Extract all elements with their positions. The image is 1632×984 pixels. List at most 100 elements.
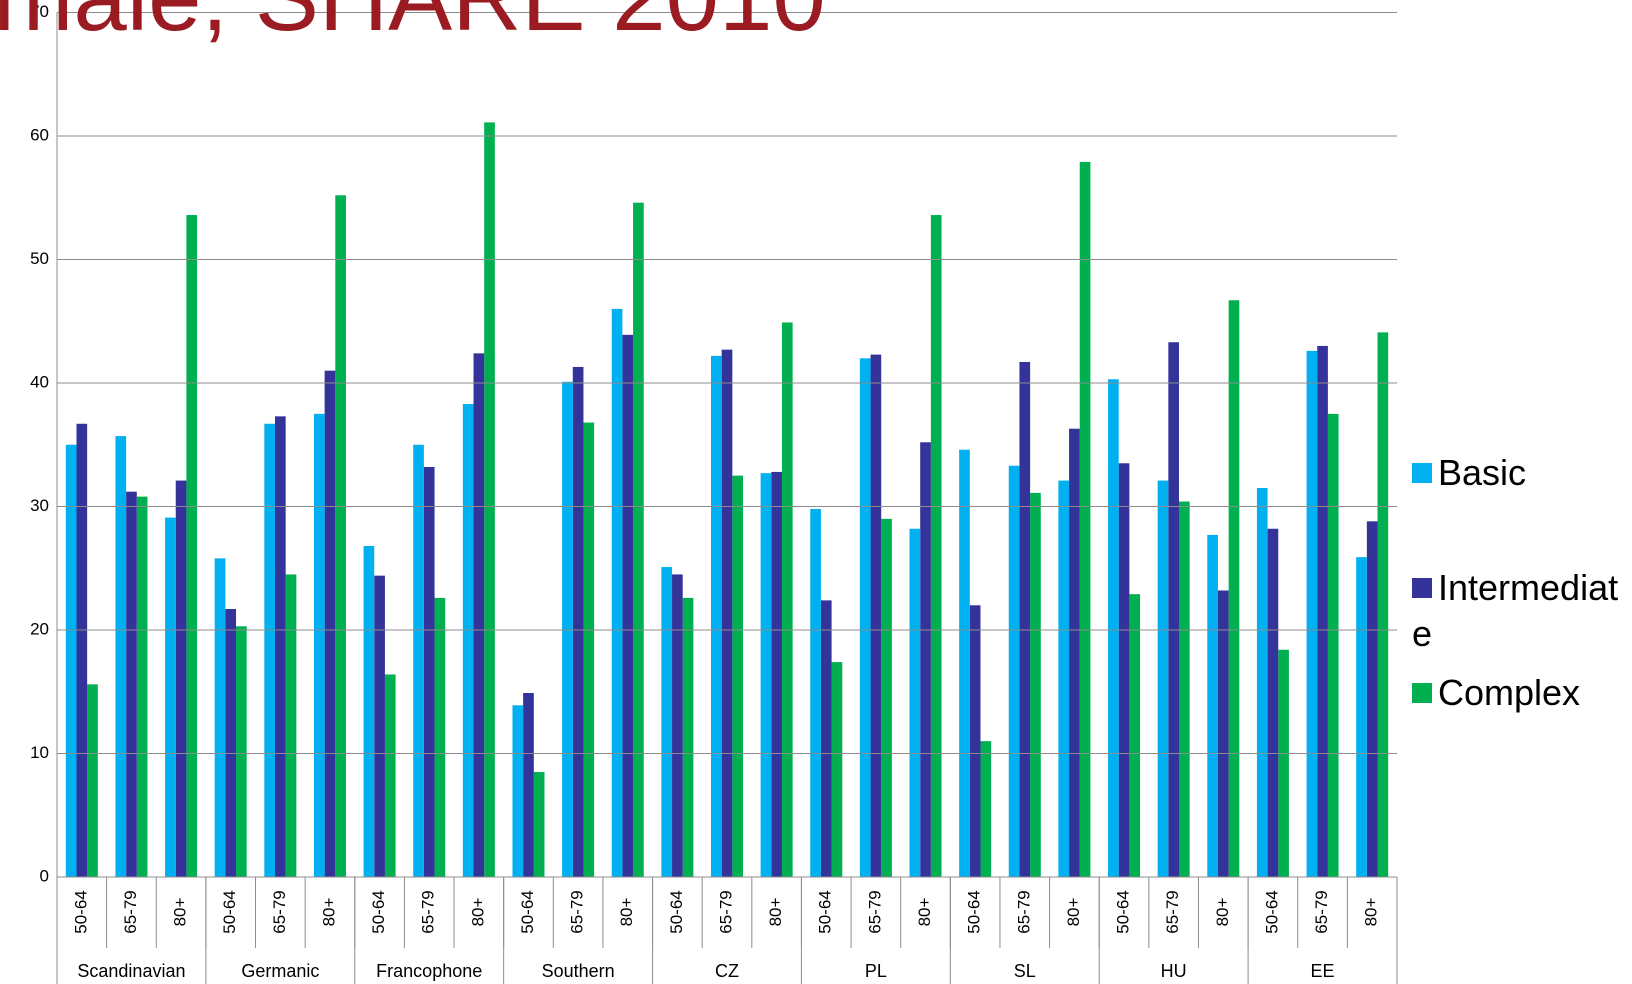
group-label: Southern <box>542 961 615 981</box>
x-tick-label: 80+ <box>171 898 190 927</box>
bar <box>65 444 77 877</box>
bar <box>562 381 573 877</box>
y-tick-label: 10 <box>30 743 49 762</box>
bar <box>285 574 297 877</box>
x-tick-label: 80+ <box>468 898 487 927</box>
x-tick-label: 50-64 <box>220 890 239 933</box>
bar <box>661 567 673 877</box>
bar <box>760 473 772 877</box>
bar <box>1267 528 1279 877</box>
bar <box>633 202 644 877</box>
bar <box>810 508 821 877</box>
bar <box>1129 594 1141 877</box>
bar <box>1118 463 1130 877</box>
x-tick-label: 65-79 <box>270 890 289 933</box>
bar <box>920 442 931 877</box>
y-tick-label: 60 <box>30 125 49 144</box>
group-label: EE <box>1311 961 1335 981</box>
bar <box>1008 465 1020 877</box>
y-tick-label: 70 <box>30 2 49 21</box>
bar <box>1079 161 1091 877</box>
bar <box>175 480 187 877</box>
bar <box>274 416 286 877</box>
bar <box>909 528 921 877</box>
x-tick-label: 65-79 <box>1163 890 1182 933</box>
bar <box>512 705 524 877</box>
y-tick-label: 50 <box>30 249 49 268</box>
bar <box>236 626 247 877</box>
bar <box>572 366 584 877</box>
bar <box>859 358 871 877</box>
bar <box>771 471 782 877</box>
x-tick-label: 80+ <box>1362 898 1381 927</box>
bar <box>732 475 744 877</box>
bar <box>1366 521 1378 877</box>
legend-swatch <box>1412 463 1432 483</box>
x-tick-label: 80+ <box>1213 898 1232 927</box>
group-label: Germanic <box>241 961 319 981</box>
bar <box>781 322 793 877</box>
bar <box>1377 332 1389 877</box>
legend-label: Basic <box>1438 452 1527 493</box>
x-tick-label: 65-79 <box>1014 890 1033 933</box>
bar <box>672 574 683 877</box>
legend-swatch <box>1412 578 1432 598</box>
bar <box>1030 492 1041 877</box>
bar <box>533 772 545 877</box>
legend-label: Intermediate <box>1412 567 1619 654</box>
x-tick-label: 50-64 <box>518 890 537 933</box>
bar <box>76 423 88 877</box>
legend-swatch <box>1412 683 1432 703</box>
bar <box>870 354 882 878</box>
bar <box>1108 379 1119 877</box>
group-label: PL <box>865 961 887 981</box>
bar <box>1069 428 1080 877</box>
x-tick-label: 65-79 <box>568 890 587 933</box>
bar <box>959 449 970 877</box>
x-tick-label: 50-64 <box>965 890 984 933</box>
bar <box>313 413 325 877</box>
y-tick-label: 0 <box>40 866 49 885</box>
group-label: Francophone <box>376 961 482 981</box>
bar <box>423 466 435 877</box>
bar <box>1207 534 1218 877</box>
bar <box>214 558 226 877</box>
bar <box>1306 350 1318 877</box>
bar <box>611 308 623 877</box>
x-tick-label: 50-64 <box>1114 890 1133 933</box>
x-tick-label: 80+ <box>766 898 785 927</box>
bar <box>980 741 992 877</box>
bar <box>523 692 534 877</box>
bar <box>1019 362 1031 877</box>
bar <box>831 662 843 877</box>
bar <box>363 546 375 877</box>
x-tick-label: 50-64 <box>369 890 388 933</box>
bar <box>881 518 892 877</box>
bar <box>1228 300 1240 877</box>
bar <box>1256 487 1268 877</box>
bar <box>413 444 424 877</box>
group-label: Scandinavian <box>77 961 185 981</box>
x-tick-label: 80+ <box>1064 898 1083 927</box>
x-tick-label: 80+ <box>617 898 636 927</box>
legend-item: Basic <box>1412 450 1622 496</box>
bar <box>115 436 127 877</box>
bar <box>710 355 722 878</box>
bar <box>682 597 694 877</box>
x-tick-label: 80+ <box>915 898 934 927</box>
bar <box>434 597 446 877</box>
bar <box>473 353 485 877</box>
group-label: HU <box>1161 961 1187 981</box>
x-tick-label: 65-79 <box>1312 890 1331 933</box>
x-tick-label: 65-79 <box>419 890 438 933</box>
bar <box>136 496 148 877</box>
legend-item: Intermediate <box>1412 565 1622 657</box>
bar <box>462 403 474 877</box>
bar <box>583 422 595 877</box>
group-label: CZ <box>715 961 739 981</box>
x-tick-label: 50-64 <box>816 890 835 933</box>
x-tick-label: 65-79 <box>716 890 735 933</box>
y-tick-label: 30 <box>30 496 49 515</box>
